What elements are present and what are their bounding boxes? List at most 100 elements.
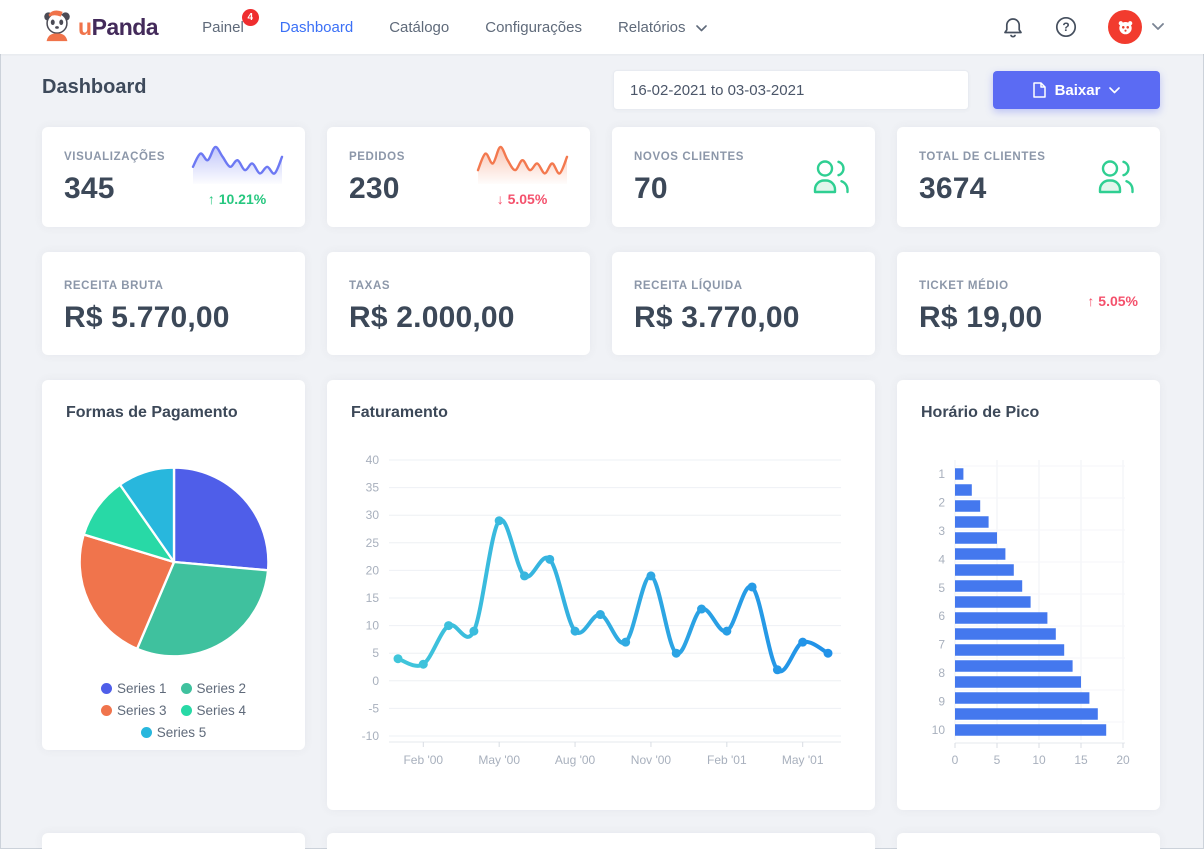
stat-card-novos-clientes: NOVOS CLIENTES 70 <box>612 127 875 227</box>
svg-text:15: 15 <box>366 591 380 605</box>
stat-value: 345 <box>64 172 115 205</box>
header-controls: Baixar <box>613 70 1160 110</box>
download-button[interactable]: Baixar <box>993 71 1160 109</box>
svg-text:May '00: May '00 <box>478 753 520 767</box>
svg-text:0: 0 <box>952 753 959 767</box>
svg-text:Aug '00: Aug '00 <box>555 753 596 767</box>
legend-item[interactable]: Series 5 <box>140 725 206 740</box>
legend-label: Series 4 <box>196 703 247 718</box>
stat-value: 3674 <box>919 172 987 205</box>
svg-text:2: 2 <box>938 495 945 509</box>
svg-text:20: 20 <box>366 563 380 577</box>
legend-dot-icon <box>140 727 152 738</box>
chart-title: Formas de Pagamento <box>66 404 238 421</box>
stat-value: R$ 2.000,00 <box>349 301 515 334</box>
bell-icon <box>1004 17 1022 37</box>
notifications-button[interactable] <box>1002 16 1024 39</box>
svg-text:10: 10 <box>1032 753 1046 767</box>
svg-text:Nov '00: Nov '00 <box>631 753 672 767</box>
partial-card <box>897 833 1160 849</box>
nav-item-painel[interactable]: Painel 4 <box>202 8 259 36</box>
svg-text:8: 8 <box>938 666 945 680</box>
brand-name: uPanda <box>78 13 159 40</box>
chart-title: Horário de Pico <box>921 404 1040 421</box>
bar <box>955 724 1107 736</box>
legend-item[interactable]: Series 4 <box>180 703 247 718</box>
sparkline-chart <box>191 145 283 184</box>
nav-label: Painel <box>202 18 244 36</box>
user-menu[interactable] <box>1108 10 1164 44</box>
main-navigation: Painel 4 Dashboard Catálogo Configuraçõe… <box>202 8 707 36</box>
nav-item-catalogo[interactable]: Catálogo <box>389 18 450 36</box>
notification-count-badge: 4 <box>241 8 259 26</box>
partial-card <box>327 833 875 849</box>
user-avatar[interactable] <box>1108 10 1142 44</box>
peak-hours-card: Horário de Pico 1 2 3 4 5 6 7 8 9 10 0 5 10 15 20 <box>897 380 1160 810</box>
svg-text:40: 40 <box>366 453 380 467</box>
bar <box>955 468 964 480</box>
bar <box>955 644 1065 656</box>
stat-label: PEDIDOS <box>349 151 405 163</box>
date-range-input[interactable] <box>613 70 969 110</box>
nav-item-dashboard[interactable]: Dashboard <box>279 18 354 36</box>
legend-label: Series 1 <box>116 681 167 696</box>
stat-card-total-clientes: TOTAL DE CLIENTES 3674 <box>897 127 1160 227</box>
bar <box>955 612 1048 624</box>
trend-indicator: ↑ 5.05% <box>1087 293 1138 309</box>
svg-text:May '01: May '01 <box>782 753 824 767</box>
revenue-line-chart: 40 35 30 25 20 15 10 5 0 -5 -10 Feb '00 May '00 Aug '… <box>362 453 841 767</box>
trend-indicator: ↑ 10.21% <box>185 191 289 207</box>
svg-text:5: 5 <box>938 581 945 595</box>
stat-card-receita-liquida: RECEITA LÍQUIDA R$ 3.770,00 <box>612 252 875 355</box>
chevron-down-icon <box>1109 86 1121 93</box>
pie-slice <box>135 560 269 658</box>
svg-text:5: 5 <box>372 646 379 660</box>
bar <box>955 580 1023 592</box>
bar <box>955 692 1090 704</box>
svg-text:7: 7 <box>938 638 945 652</box>
legend-dot-icon <box>100 705 112 716</box>
svg-text:15: 15 <box>1074 753 1088 767</box>
legend-item[interactable]: Series 1 <box>100 681 167 696</box>
svg-text:3: 3 <box>938 524 945 538</box>
stat-label: TICKET MÉDIO <box>919 280 1009 292</box>
partial-card <box>42 833 305 849</box>
legend-item[interactable]: Series 3 <box>100 703 167 718</box>
trend-value: 10.21% <box>218 191 267 207</box>
chevron-down-icon <box>695 24 707 31</box>
svg-text:-10: -10 <box>362 729 380 743</box>
navbar-actions: ? <box>1002 10 1164 44</box>
panda-mascot-logo <box>44 10 70 42</box>
chart-title: Faturamento <box>351 404 448 421</box>
bar <box>955 500 981 512</box>
nav-item-configuracoes[interactable]: Configurações <box>485 18 582 36</box>
svg-text:10: 10 <box>932 723 946 737</box>
bar <box>955 676 1081 688</box>
stat-value: 70 <box>634 172 668 205</box>
stat-value: 230 <box>349 172 400 205</box>
bar <box>955 532 997 544</box>
bar <box>955 596 1031 608</box>
bar <box>955 548 1006 560</box>
stat-widget: ↓ 5.05% <box>470 139 574 207</box>
legend-item[interactable]: Series 2 <box>180 681 246 696</box>
help-button[interactable]: ? <box>1054 15 1078 39</box>
brand-logo[interactable]: uPanda <box>40 9 159 45</box>
svg-text:35: 35 <box>366 481 380 495</box>
stat-label: TAXAS <box>349 280 391 292</box>
svg-text:0: 0 <box>372 674 379 688</box>
trend-value: 5.05% <box>1098 293 1138 309</box>
svg-text:4: 4 <box>938 552 945 566</box>
trend-value: 5.05% <box>507 191 548 207</box>
svg-text:30: 30 <box>366 508 380 522</box>
bar <box>955 516 989 528</box>
nav-item-relatorios[interactable]: Relatórios <box>618 19 707 36</box>
stat-card-taxas: TAXAS R$ 2.000,00 <box>327 252 590 355</box>
users-icon <box>813 160 849 194</box>
revenue-chart-card: Faturamento 40 35 30 25 20 15 10 5 0 -5 -10 Feb '00… <box>327 380 875 810</box>
bar <box>955 628 1056 640</box>
svg-text:-5: -5 <box>368 701 379 715</box>
stat-label: VISUALIZAÇÕES <box>64 151 166 163</box>
sparkline-chart <box>476 145 568 184</box>
